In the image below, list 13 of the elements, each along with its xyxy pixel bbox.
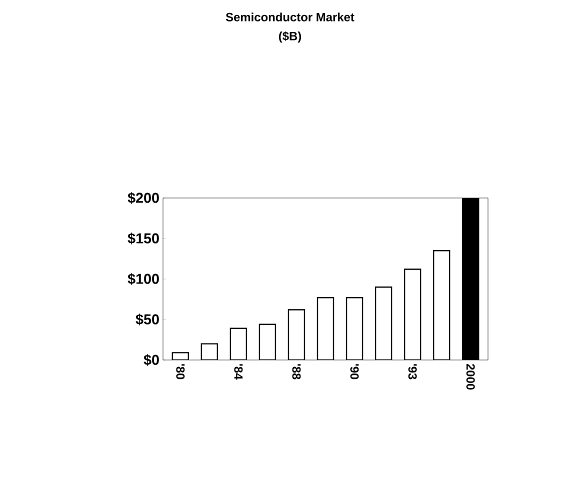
y-tick-label: $100 [128, 273, 159, 285]
y-tick-label: $150 [128, 232, 159, 244]
x-tick-label: '84 [234, 364, 243, 380]
chart-subtitle: ($B) [278, 31, 302, 43]
x-tick-label: '90 [350, 364, 359, 380]
y-tick-label: $200 [128, 192, 159, 204]
x-tick-label: '88 [292, 364, 301, 380]
x-tick-label: '93 [408, 364, 417, 380]
x-tick-label: '80 [176, 364, 185, 380]
y-tick-label: $50 [136, 314, 159, 326]
y-tick-label: $0 [144, 354, 159, 366]
chart-title: Semiconductor Market [226, 12, 354, 22]
x-tick-label: 2000 [466, 364, 475, 390]
